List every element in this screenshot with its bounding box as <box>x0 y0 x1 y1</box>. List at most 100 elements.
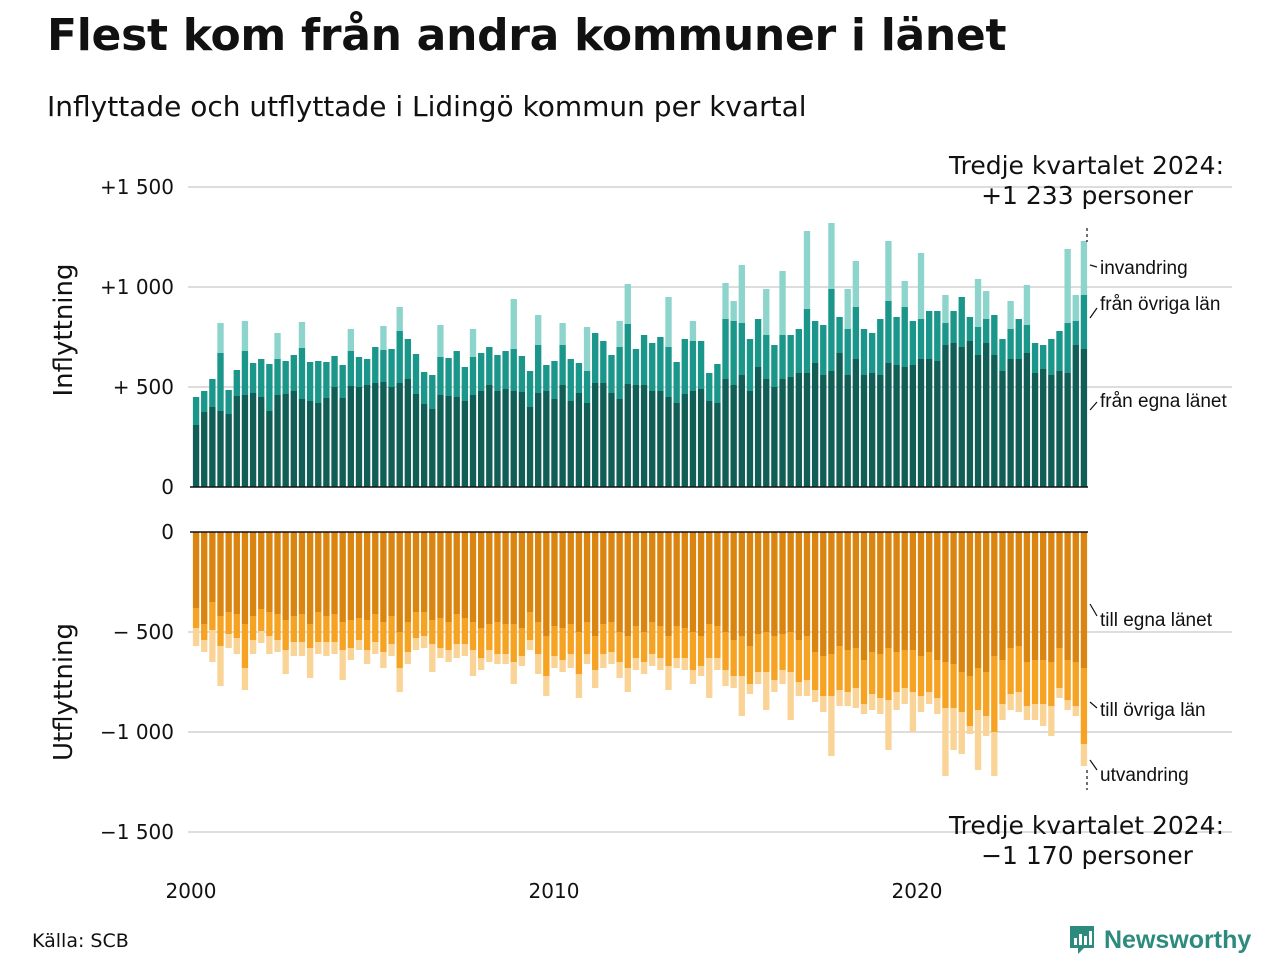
bar-in-own <box>1015 359 1022 487</box>
bar-in-own <box>201 412 208 487</box>
bar-out-own <box>486 532 493 624</box>
bar-in-other <box>600 341 607 383</box>
bar-in-own <box>396 383 403 487</box>
bar-in-own <box>209 407 216 487</box>
bar-in-other <box>592 333 599 383</box>
bar-out-emig <box>567 654 574 668</box>
bar-in-other <box>893 317 900 365</box>
bar-out-other <box>469 622 477 650</box>
bar-out-emig <box>201 640 208 652</box>
bar-in-other <box>233 370 240 396</box>
bar-in-other <box>477 353 485 391</box>
bar-in-emig <box>722 283 729 319</box>
bar-out-emig <box>885 700 892 750</box>
bar-out-emig <box>453 644 460 658</box>
bar-in-emig <box>616 321 623 347</box>
series-label: från övriga län <box>1100 294 1220 315</box>
bar-in-own <box>282 394 289 487</box>
bar-out-other <box>689 632 697 670</box>
bar-out-other <box>404 622 412 652</box>
bar-in-own <box>233 396 240 487</box>
bar-in-other <box>274 359 281 395</box>
bar-in-other <box>868 333 876 373</box>
bar-out-own <box>991 532 998 656</box>
bar-out-other <box>608 622 615 652</box>
bar-in-other <box>649 343 656 391</box>
bar-out-other <box>1064 660 1071 700</box>
bar-in-other <box>535 345 542 393</box>
bar-out-own <box>445 532 452 622</box>
bar-in-own <box>225 414 232 487</box>
bar-in-own <box>828 371 835 487</box>
bar-out-other <box>754 634 762 672</box>
bar-in-other <box>429 375 436 409</box>
bar-in-own <box>983 343 990 487</box>
bar-in-other <box>249 363 257 393</box>
bar-out-emig <box>437 648 444 658</box>
bar-in-own <box>469 395 477 487</box>
bar-out-own <box>380 532 387 622</box>
bar-out-other <box>331 614 338 642</box>
bar-in-other <box>551 361 558 399</box>
bar-out-emig <box>1015 692 1022 712</box>
bar-in-other <box>828 289 835 371</box>
label-leader <box>1089 701 1098 709</box>
bar-out-other <box>1040 660 1047 704</box>
bar-in-emig <box>1007 301 1014 329</box>
bar-out-own <box>657 532 664 626</box>
bar-in-emig <box>298 322 306 348</box>
bar-out-emig <box>249 640 257 654</box>
bar-out-other <box>298 614 306 642</box>
bar-out-emig <box>274 640 281 652</box>
bar-in-other <box>1056 331 1063 371</box>
bar-out-other <box>543 636 550 676</box>
annotation-top-line2: +1 233 personer <box>981 181 1194 210</box>
bar-out-own <box>282 532 289 620</box>
bar-out-emig <box>942 708 949 776</box>
bar-out-emig <box>836 690 843 706</box>
bar-out-emig <box>331 642 338 654</box>
bar-in-own <box>567 401 574 487</box>
bar-in-own <box>738 375 745 487</box>
bar-out-own <box>925 532 933 652</box>
bar-out-own <box>624 532 631 636</box>
bar-in-emig <box>217 323 224 353</box>
ytick-label-top: +1 000 <box>100 275 174 299</box>
bar-in-own <box>665 397 672 487</box>
bar-in-own <box>551 399 558 487</box>
bar-out-own <box>290 532 297 616</box>
bar-in-other <box>787 335 794 377</box>
bar-out-own <box>258 532 265 609</box>
bar-in-own <box>893 365 900 487</box>
ylabel-bottom: Utflyttning <box>49 623 79 761</box>
bar-out-other <box>461 618 469 644</box>
bar-out-emig <box>950 708 957 750</box>
bar-in-other <box>681 339 688 394</box>
bar-out-emig <box>640 662 648 674</box>
bar-in-other <box>811 321 819 363</box>
bar-in-own <box>486 385 493 487</box>
bar-out-other <box>942 662 949 708</box>
bar-in-other <box>526 371 534 407</box>
bar-out-emig <box>535 654 542 674</box>
bar-in-other <box>844 329 851 375</box>
bar-out-own <box>315 532 322 612</box>
bar-in-own <box>461 401 469 487</box>
bar-out-other <box>730 640 737 676</box>
bar-in-other <box>445 358 452 396</box>
bar-out-emig <box>754 672 762 684</box>
series-label: till övriga län <box>1100 700 1206 721</box>
bar-in-own <box>746 391 754 487</box>
bar-in-other <box>771 345 778 387</box>
bar-in-other <box>567 359 574 401</box>
bar-out-emig <box>583 654 591 664</box>
bar-out-emig <box>966 726 974 734</box>
bar-in-emig <box>844 289 851 329</box>
bar-in-other <box>258 359 265 397</box>
bar-in-own <box>1031 373 1039 487</box>
bar-in-other <box>925 311 933 359</box>
bar-out-own <box>1040 532 1047 660</box>
bar-out-own <box>404 532 412 622</box>
bar-in-own <box>934 361 941 487</box>
bar-in-emig <box>763 289 770 335</box>
